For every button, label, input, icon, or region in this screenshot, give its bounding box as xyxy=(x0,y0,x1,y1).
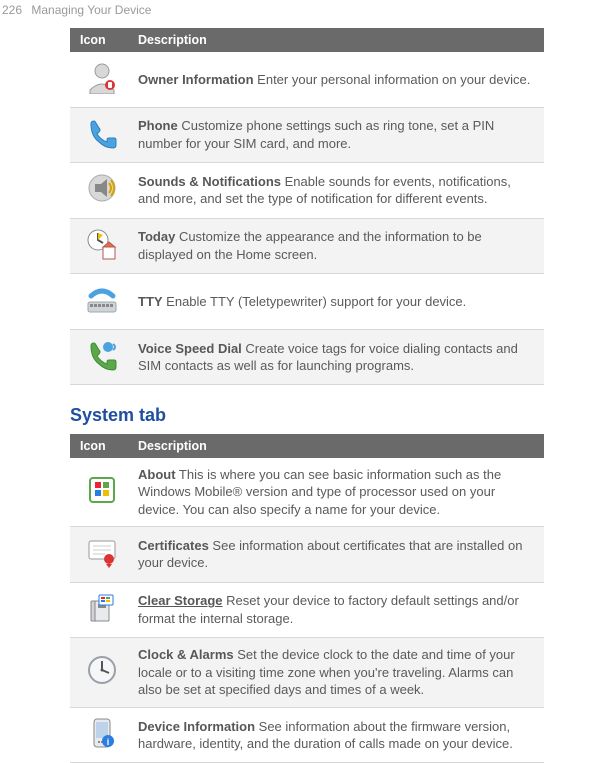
col-header-desc: Description xyxy=(128,434,544,458)
clock-alarms-icon xyxy=(70,638,128,708)
table-row: Today Customize the appearance and the i… xyxy=(70,218,544,274)
device-info-icon: i xyxy=(70,707,128,763)
clear-storage-icon xyxy=(70,582,128,638)
setting-label[interactable]: Clear Storage xyxy=(138,593,223,608)
table-row: Clock & Alarms Set the device clock to t… xyxy=(70,638,544,708)
page-header-title: Managing Your Device xyxy=(31,3,151,17)
table-row: TTY Enable TTY (Teletypewriter) support … xyxy=(70,274,544,330)
setting-label: Owner Information xyxy=(138,72,254,87)
setting-label: Today xyxy=(138,229,175,244)
setting-text: Customize the appearance and the informa… xyxy=(138,229,482,262)
setting-label: Phone xyxy=(138,118,178,133)
col-header-desc: Description xyxy=(128,28,544,52)
system-tab-heading: System tab xyxy=(70,403,544,427)
setting-description: Clear Storage Reset your device to facto… xyxy=(128,582,544,638)
setting-text: Enter your personal information on your … xyxy=(254,72,531,87)
certificates-icon xyxy=(70,527,128,583)
setting-text: Customize phone settings such as ring to… xyxy=(138,118,494,151)
today-icon xyxy=(70,218,128,274)
setting-description: TTY Enable TTY (Teletypewriter) support … xyxy=(128,274,544,330)
setting-description: Certificates See information about certi… xyxy=(128,527,544,583)
setting-description: Voice Speed Dial Create voice tags for v… xyxy=(128,329,544,385)
setting-label: Voice Speed Dial xyxy=(138,341,242,356)
svg-text:i: i xyxy=(107,737,110,747)
col-header-icon: Icon xyxy=(70,28,128,52)
setting-label: Sounds & Notifications xyxy=(138,174,281,189)
table-row: Phone Customize phone settings such as r… xyxy=(70,107,544,163)
col-header-icon: Icon xyxy=(70,434,128,458)
sounds-icon xyxy=(70,163,128,219)
setting-description: Today Customize the appearance and the i… xyxy=(128,218,544,274)
setting-description: Owner Information Enter your personal in… xyxy=(128,52,544,107)
setting-label: Clock & Alarms xyxy=(138,647,234,662)
voice-speed-dial-icon xyxy=(70,329,128,385)
owner-info-icon xyxy=(70,52,128,107)
page-content: Icon Description Owner Information Enter… xyxy=(0,18,590,763)
setting-label: TTY xyxy=(138,294,163,309)
table-row: Clear Storage Reset your device to facto… xyxy=(70,582,544,638)
tty-icon xyxy=(70,274,128,330)
system-settings-table: Icon Description About This is where you… xyxy=(70,434,544,763)
setting-description: Sounds & Notifications Enable sounds for… xyxy=(128,163,544,219)
setting-description: About This is where you can see basic in… xyxy=(128,458,544,527)
table-row: About This is where you can see basic in… xyxy=(70,458,544,527)
setting-description: Clock & Alarms Set the device clock to t… xyxy=(128,638,544,708)
setting-description: Device Information See information about… xyxy=(128,707,544,763)
setting-label: About xyxy=(138,467,176,482)
table-row: Sounds & Notifications Enable sounds for… xyxy=(70,163,544,219)
table-row: i Device Information See information abou… xyxy=(70,707,544,763)
table-row: Certificates See information about certi… xyxy=(70,527,544,583)
personal-settings-table: Icon Description Owner Information Enter… xyxy=(70,28,544,385)
setting-description: Phone Customize phone settings such as r… xyxy=(128,107,544,163)
phone-icon xyxy=(70,107,128,163)
setting-label: Certificates xyxy=(138,538,209,553)
setting-text: Enable TTY (Teletypewriter) support for … xyxy=(163,294,467,309)
table-row: Voice Speed Dial Create voice tags for v… xyxy=(70,329,544,385)
setting-text: This is where you can see basic informat… xyxy=(138,467,501,517)
page-number: 226 xyxy=(2,2,22,18)
table-row: Owner Information Enter your personal in… xyxy=(70,52,544,107)
setting-label: Device Information xyxy=(138,719,255,734)
page-header: 226 Managing Your Device xyxy=(0,0,590,18)
about-icon xyxy=(70,458,128,527)
